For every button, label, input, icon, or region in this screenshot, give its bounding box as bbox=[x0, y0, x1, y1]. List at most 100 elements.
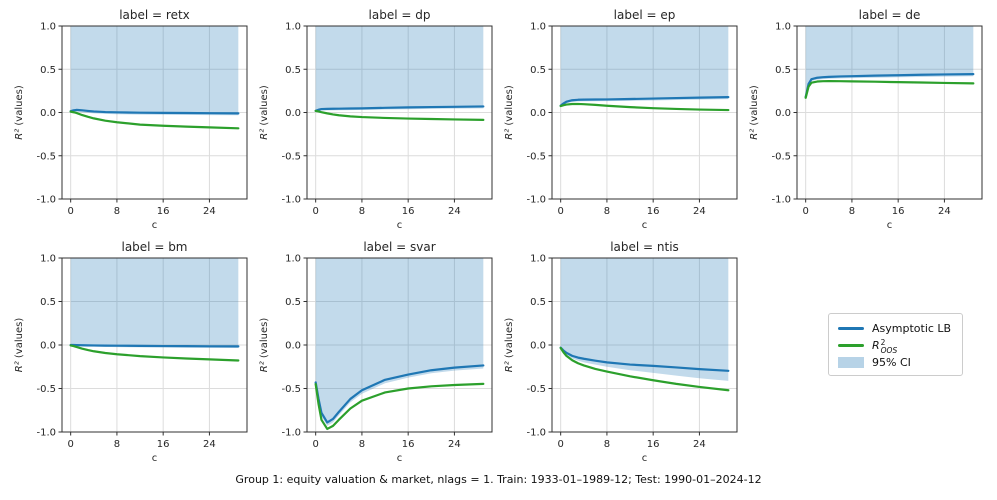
r2oos-line bbox=[559, 102, 730, 112]
x-tick-label: 16 bbox=[157, 206, 170, 217]
x-tick-label: 0 bbox=[802, 206, 808, 217]
y-axis-label: R² (values) bbox=[749, 85, 760, 140]
y-tick-label: -1.0 bbox=[36, 195, 56, 206]
x-tick-label: 16 bbox=[402, 439, 415, 450]
subplot-svar: 0 8 16 24 1.0 0.5 0.0 -0.5 -1.0 label = svar c R² (… bbox=[259, 240, 493, 464]
x-tick-label: 24 bbox=[693, 439, 706, 450]
r2oos-line bbox=[804, 80, 975, 99]
x-tick-label: 8 bbox=[849, 206, 855, 217]
x-tick-label: 16 bbox=[647, 206, 660, 217]
panel-title: label = ep bbox=[614, 8, 676, 22]
x-tick-label: 8 bbox=[604, 439, 610, 450]
asymptotic-lb-line bbox=[69, 108, 240, 115]
x-tick-label: 16 bbox=[402, 206, 415, 217]
y-tick-label: 0.5 bbox=[285, 297, 301, 308]
x-tick-label: 8 bbox=[114, 439, 120, 450]
legend-line-swatch-blue bbox=[838, 327, 864, 330]
x-axis-label: c bbox=[642, 220, 648, 231]
panel-title: label = svar bbox=[363, 240, 435, 254]
y-tick-label: -0.5 bbox=[771, 151, 791, 162]
r2oos-line bbox=[69, 344, 240, 362]
y-tick-label: 1.0 bbox=[285, 254, 301, 265]
r2oos-line bbox=[559, 346, 730, 392]
y-tick-label: 0.5 bbox=[40, 65, 56, 76]
y-tick-label: 0.5 bbox=[530, 65, 546, 76]
r2oos-line bbox=[314, 382, 485, 431]
y-tick-label: 1.0 bbox=[530, 22, 546, 33]
x-tick-label: 24 bbox=[693, 206, 706, 217]
x-tick-label: 16 bbox=[892, 206, 905, 217]
x-tick-label: 24 bbox=[448, 439, 461, 450]
subplot-bm: 0 8 16 24 1.0 0.5 0.0 -0.5 -1.0 label = bm c R² (va… bbox=[14, 240, 248, 464]
x-tick-label: 0 bbox=[312, 206, 318, 217]
y-tick-label: 1.0 bbox=[40, 254, 56, 265]
y-tick-label: 0.0 bbox=[530, 341, 546, 352]
y-tick-label: 0.0 bbox=[530, 108, 546, 119]
legend-line-swatch-green bbox=[838, 344, 864, 347]
x-axis-label: c bbox=[152, 453, 158, 464]
asymptotic-lb-line bbox=[804, 72, 975, 99]
y-axis-label: R² (values) bbox=[504, 85, 515, 140]
subplot-dp: 0 8 16 24 1.0 0.5 0.0 -0.5 -1.0 label = dp c R² (va… bbox=[259, 8, 493, 231]
legend-label: Asymptotic LB bbox=[872, 322, 952, 335]
y-tick-label: 0.5 bbox=[40, 297, 56, 308]
x-axis-label: c bbox=[887, 220, 893, 231]
ci-band bbox=[70, 258, 239, 349]
subplot-retx: 0 8 16 24 1.0 0.5 0.0 -0.5 -1.0 label = retx c R² (… bbox=[14, 8, 248, 231]
y-axis-label: R² (values) bbox=[14, 85, 25, 140]
panel-title: label = bm bbox=[121, 240, 187, 254]
r2oos-line bbox=[314, 109, 485, 121]
x-tick-label: 24 bbox=[938, 206, 951, 217]
x-tick-label: 16 bbox=[647, 439, 660, 450]
x-axis-label: c bbox=[642, 453, 648, 464]
panel-title: label = ntis bbox=[610, 240, 679, 254]
y-axis-label: R² (values) bbox=[14, 318, 25, 373]
y-tick-label: -1.0 bbox=[526, 428, 546, 439]
x-tick-label: 8 bbox=[114, 206, 120, 217]
legend-ci-patch bbox=[838, 357, 864, 368]
ci-band bbox=[560, 258, 729, 381]
legend-label-math: R 2 OOS bbox=[872, 338, 898, 355]
y-tick-label: -0.5 bbox=[281, 151, 301, 162]
x-tick-label: 0 bbox=[67, 439, 73, 450]
y-axis-label: R² (values) bbox=[259, 85, 270, 140]
legend-item-95ci: 95% CI bbox=[838, 354, 954, 371]
y-tick-label: -0.5 bbox=[526, 151, 546, 162]
y-tick-label: 0.5 bbox=[775, 65, 791, 76]
x-axis-label: c bbox=[152, 220, 158, 231]
ci-band bbox=[315, 26, 484, 113]
x-tick-label: 8 bbox=[604, 206, 610, 217]
x-tick-label: 24 bbox=[448, 206, 461, 217]
x-tick-label: 0 bbox=[557, 439, 563, 450]
asymptotic-lb-line bbox=[314, 105, 485, 112]
x-tick-label: 16 bbox=[157, 439, 170, 450]
subplot-de: 0 8 16 24 1.0 0.5 0.0 -0.5 -1.0 label = de c R² (va… bbox=[749, 8, 983, 231]
legend-item-r2oos: R 2 OOS bbox=[838, 337, 954, 354]
y-tick-label: -0.5 bbox=[36, 384, 56, 395]
y-tick-label: 0.0 bbox=[40, 341, 56, 352]
x-tick-label: 24 bbox=[203, 206, 216, 217]
y-tick-label: 0.0 bbox=[40, 108, 56, 119]
panel-title: label = de bbox=[859, 8, 921, 22]
y-axis-label: R² (values) bbox=[504, 318, 515, 373]
y-tick-label: 0.0 bbox=[775, 108, 791, 119]
panel-title: label = retx bbox=[119, 8, 190, 22]
subplot-ntis: 0 8 16 24 1.0 0.5 0.0 -0.5 -1.0 label = ntis c R² (… bbox=[504, 240, 738, 464]
x-tick-label: 8 bbox=[359, 439, 365, 450]
y-tick-label: -0.5 bbox=[526, 384, 546, 395]
ci-band bbox=[805, 26, 974, 99]
y-tick-label: 1.0 bbox=[40, 22, 56, 33]
y-tick-label: 0.0 bbox=[285, 108, 301, 119]
chart-legend: Asymptotic LB R 2 OOS 95% CI bbox=[828, 313, 963, 376]
legend-label: 95% CI bbox=[872, 356, 911, 369]
x-axis-label: c bbox=[397, 220, 403, 231]
y-tick-label: -1.0 bbox=[771, 195, 791, 206]
y-axis-label: R² (values) bbox=[259, 318, 270, 373]
x-tick-label: 8 bbox=[359, 206, 365, 217]
y-tick-label: 1.0 bbox=[530, 254, 546, 265]
ci-band bbox=[70, 26, 239, 116]
x-tick-label: 0 bbox=[67, 206, 73, 217]
asymptotic-lb-line bbox=[559, 346, 730, 372]
